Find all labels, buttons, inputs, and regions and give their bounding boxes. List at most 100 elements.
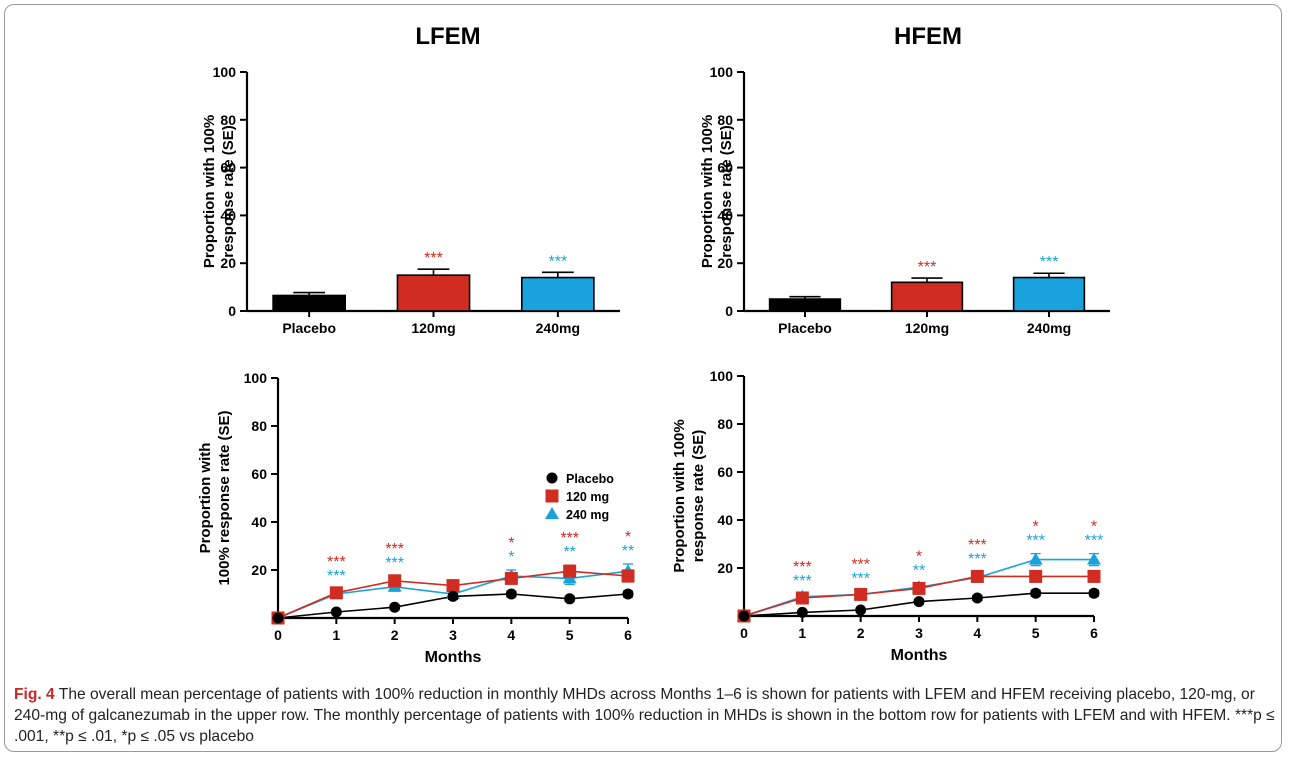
y-axis-label-line: Proportion with 100% [699, 115, 716, 268]
y-tick-label: 60 [717, 160, 733, 176]
y-tick-label: 100 [213, 64, 237, 80]
y-tick-label: 80 [717, 112, 733, 128]
y-tick-label: 0 [725, 303, 733, 319]
x-tick-label: 240mg [1027, 320, 1071, 336]
data-point [970, 569, 984, 583]
data-point [622, 588, 634, 600]
y-tick-label: 20 [717, 255, 733, 271]
y-tick-label: 20 [251, 562, 267, 578]
y-tick-label: 80 [220, 112, 236, 128]
data-point [272, 612, 284, 624]
y-tick-label: 80 [251, 418, 267, 434]
significance-marker-240: *** [968, 551, 987, 568]
significance-marker-240: *** [1026, 533, 1045, 550]
hfem-bar-chart: 0 20 40 60 80 100 Proportion with 100% response… [699, 64, 1110, 336]
data-point [389, 601, 401, 613]
data-point [446, 579, 460, 593]
x-tick-label: 1 [332, 627, 340, 643]
significance-marker-240: ** [913, 562, 925, 579]
y-axis-label: Proportion with 100% response rate (SE) [671, 419, 707, 572]
panel-title-lfem: LFEM [415, 23, 480, 50]
x-tick-label: 6 [624, 627, 632, 643]
x-tick-label: 2 [857, 625, 865, 641]
data-point [1028, 552, 1043, 565]
significance-marker-240: *** [327, 568, 346, 585]
y-tick-label: 100 [710, 64, 734, 80]
x-tick-label: 4 [973, 625, 981, 641]
x-tick-label: 6 [1090, 625, 1098, 641]
significance-marker-240: * [508, 549, 514, 566]
data-point [621, 569, 635, 583]
x-tick-label: 0 [740, 625, 748, 641]
y-axis-label-line: Proportion with 100% [201, 115, 218, 268]
y-tick-label: 100 [244, 370, 268, 386]
data-point [504, 571, 518, 585]
y-axis-label-line: response rate (SE) [690, 430, 707, 563]
y-tick-label: 60 [251, 466, 267, 482]
y-tick-label: 20 [220, 255, 236, 271]
significance-marker-120: *** [851, 556, 870, 573]
data-point [388, 574, 402, 588]
bar [396, 274, 471, 312]
data-point [564, 593, 576, 605]
x-tick-label: 5 [566, 627, 574, 643]
x-axis-label: Months [425, 649, 482, 666]
caption-text: The overall mean percentage of patients … [14, 686, 1275, 745]
data-point [795, 591, 809, 605]
data-point [1087, 552, 1101, 565]
x-tick-label: 3 [449, 627, 457, 643]
significance-marker-240: *** [793, 573, 812, 590]
y-axis-label: Proportion with 100% response rate (SE) [699, 115, 735, 268]
x-tick-label: 5 [1032, 625, 1040, 641]
data-point [1088, 587, 1100, 599]
significance-marker-240: *** [1085, 533, 1104, 550]
data-point [330, 606, 342, 618]
y-tick-label: 60 [220, 160, 236, 176]
y-tick-label: 80 [717, 416, 733, 432]
data-point [796, 606, 808, 618]
y-axis-label-line: response rate (SE) [220, 125, 237, 258]
data-point [738, 610, 750, 622]
significance-marker-120: * [1091, 519, 1097, 536]
data-point [971, 592, 983, 604]
legend: Placebo 120 mg 240 mg [545, 472, 614, 522]
bar [272, 294, 347, 312]
significance-marker-120: *** [560, 530, 579, 547]
figure-frame [4, 4, 1282, 752]
bar [890, 281, 964, 312]
significance-marker-120: * [508, 535, 514, 552]
significance-marker: *** [424, 250, 443, 267]
legend-label: Placebo [566, 472, 614, 486]
x-tick-label: 4 [507, 627, 515, 643]
y-tick-label: 20 [717, 560, 733, 576]
data-point [563, 564, 577, 578]
significance-marker-240: ** [622, 543, 634, 560]
x-tick-label: 2 [391, 627, 399, 643]
y-tick-label: 40 [251, 514, 267, 530]
y-tick-label: 40 [220, 207, 236, 223]
significance-marker-120: *** [793, 559, 812, 576]
data-point [1030, 587, 1042, 599]
y-axis-label: Proportion with 100% response rate (SE) [197, 410, 233, 585]
x-axis-label: Months [891, 647, 948, 664]
x-tick-label: 120mg [905, 320, 949, 336]
y-tick-label: 100 [710, 368, 734, 384]
x-tick-label: 240mg [536, 320, 580, 336]
figure-caption: Fig. 4 The overall mean percentage of pa… [14, 684, 1276, 747]
significance-marker: *** [918, 259, 937, 276]
significance-marker: *** [1040, 254, 1059, 271]
bar [768, 298, 842, 312]
x-tick-label: 3 [915, 625, 923, 641]
y-tick-label: 40 [717, 207, 733, 223]
x-tick-label: 0 [274, 627, 282, 643]
data-point [854, 587, 868, 601]
legend-label: 120 mg [566, 490, 609, 504]
y-tick-label: 60 [717, 464, 733, 480]
significance-marker-120: * [916, 548, 922, 565]
significance-marker: *** [548, 253, 567, 270]
panel-title-hfem: HFEM [894, 23, 962, 50]
y-tick-label: 0 [228, 303, 236, 319]
data-point [447, 590, 459, 602]
